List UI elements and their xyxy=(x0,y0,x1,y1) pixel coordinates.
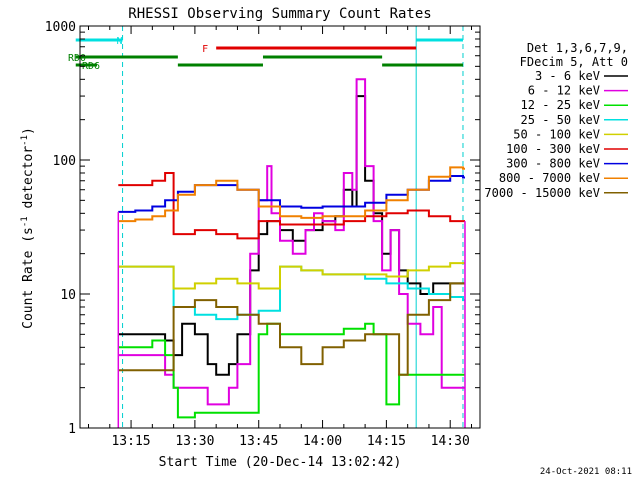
y-tick-label: 10 xyxy=(60,288,76,303)
x-tick-label: 13:15 xyxy=(111,434,150,449)
y-axis-label-sup1: -1 xyxy=(20,216,30,227)
legend-header-line1: Det 1,3,6,7,9, xyxy=(527,41,628,55)
footer-timestamp: 24-Oct-2021 08:11 xyxy=(540,467,632,477)
y-tick-label: 1000 xyxy=(45,20,76,35)
series-line-7 xyxy=(118,166,465,223)
x-tick-label: 14:15 xyxy=(367,434,406,449)
y-axis-label-end: ) xyxy=(21,127,36,135)
legend-label-2: 12 - 25 keV xyxy=(521,98,600,112)
x-tick-label: 13:30 xyxy=(175,434,214,449)
y-axis-label-main: Count Rate (s xyxy=(21,227,36,329)
series-line-8 xyxy=(118,282,465,376)
series-line-4 xyxy=(118,262,465,290)
annotation-label: RD6 xyxy=(82,61,100,72)
x-axis-label: Start Time (20-Dec-14 13:02:42) xyxy=(159,455,402,470)
series-line-1 xyxy=(118,78,465,406)
legend-label-6: 300 - 800 keV xyxy=(506,157,600,171)
annotation-label: F xyxy=(202,44,208,55)
legend-label-0: 3 - 6 keV xyxy=(535,69,600,83)
x-tick-label: 14:00 xyxy=(303,434,342,449)
annotation-label: RD0 xyxy=(68,53,86,64)
y-tick-label: 1 xyxy=(68,422,76,437)
legend-label-7: 800 - 7000 keV xyxy=(499,171,600,185)
legend-label-8: 7000 - 15000 keV xyxy=(484,186,600,200)
y-axis-label-tail: detector xyxy=(21,146,36,217)
y-axis-label: Count Rate (s-1 detector-1) xyxy=(20,127,36,329)
legend: Det 1,3,6,7,9, FDecim 5, Att 0 3 - 6 keV… xyxy=(484,41,628,200)
annotation-bar-rd0: RD0 xyxy=(68,53,178,64)
annotation-bar-rd6: RD6 xyxy=(75,61,100,72)
legend-label-5: 100 - 300 keV xyxy=(506,142,600,156)
y-axis: 1 10 100 1000 xyxy=(45,20,480,437)
x-tick-label: 13:45 xyxy=(239,434,278,449)
legend-label-1: 6 - 12 keV xyxy=(528,84,600,98)
annotation-label: N xyxy=(117,36,123,47)
annotation-bar-n: N xyxy=(75,36,123,47)
legend-header-line2: FDecim 5, Att 0 xyxy=(520,55,628,69)
x-axis: 13:15 13:30 13:45 14:00 14:15 14:30 xyxy=(88,26,472,449)
chart-title: RHESSI Observing Summary Count Rates xyxy=(128,6,431,22)
series-line-5 xyxy=(118,172,465,240)
y-axis-label-sup2: -1 xyxy=(20,135,30,146)
legend-label-4: 50 - 100 keV xyxy=(513,127,600,141)
x-tick-label: 14:30 xyxy=(431,434,470,449)
y-tick-label: 100 xyxy=(53,154,76,169)
annotation-bar-f: F xyxy=(202,44,417,55)
legend-label-3: 25 - 50 keV xyxy=(521,113,600,127)
